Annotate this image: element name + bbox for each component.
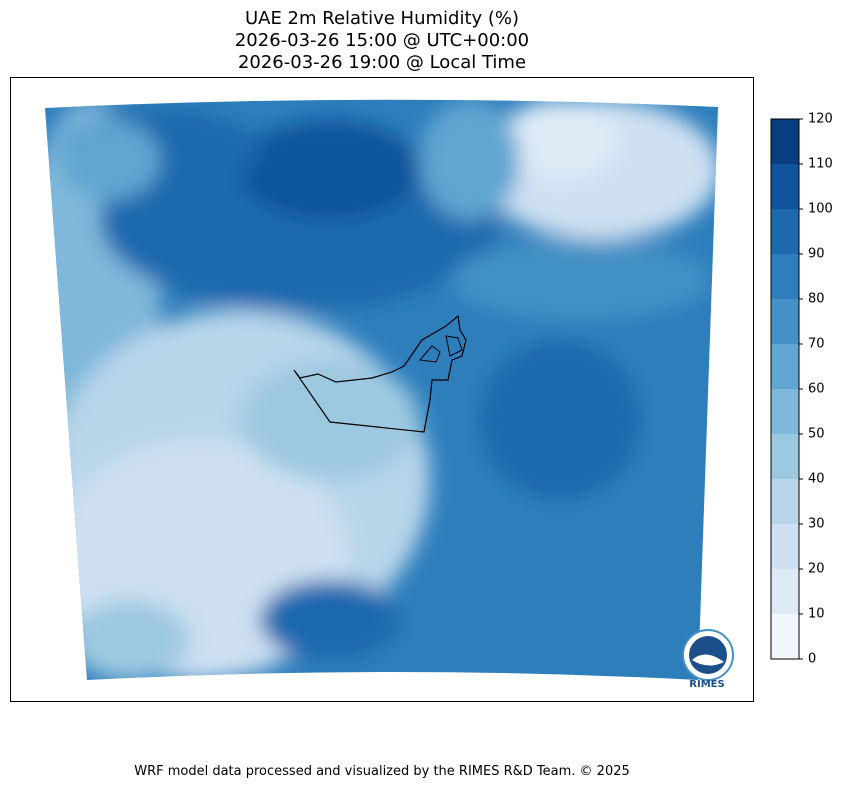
colorbar-band	[771, 524, 799, 569]
logo-text: RIMES	[689, 679, 724, 690]
title-line: 2026-03-26 15:00 @ UTC+00:00	[235, 30, 529, 51]
colorbar-tick-label: 20	[808, 562, 825, 577]
colorbar-band	[771, 299, 799, 344]
colorbar-band	[771, 569, 799, 614]
country-border	[293, 314, 467, 433]
logo: RIMES	[682, 629, 734, 690]
colorbar-tick-label: 50	[808, 427, 825, 442]
colorbar-tick-label: 10	[808, 607, 825, 622]
colorbar-tick-label: 70	[808, 337, 825, 352]
colorbar-tick-label: 120	[808, 112, 833, 127]
humidity-field	[45, 99, 718, 680]
colorbar: 0 10 20 30 40 50 60 70 80 90 100 110 120	[770, 112, 833, 667]
coastline	[419, 335, 463, 363]
colorbar-band	[771, 344, 799, 389]
colorbar-tick-label: 90	[808, 247, 825, 262]
colorbar-band	[771, 119, 799, 164]
colorbar-band	[771, 389, 799, 434]
colorbar-tick-label: 100	[808, 202, 833, 217]
colorbar-band	[771, 434, 799, 479]
colorbar-tick-label: 60	[808, 382, 825, 397]
colorbar-band	[771, 479, 799, 524]
colorbar-band	[771, 254, 799, 299]
colorbar-band	[771, 614, 799, 659]
colorbar-tick-label: 80	[808, 292, 825, 307]
colorbar-tick-label: 0	[808, 652, 816, 667]
title-line: UAE 2m Relative Humidity (%)	[245, 8, 519, 29]
colorbar-band	[771, 209, 799, 254]
colorbar-tick-label: 30	[808, 517, 825, 532]
footer: WRF model data processed and visualized …	[134, 764, 630, 779]
title-line: 2026-03-26 19:00 @ Local Time	[238, 52, 526, 73]
colorbar-tick-label: 110	[808, 157, 833, 172]
colorbar-tick-label: 40	[808, 472, 825, 487]
colorbar-band	[771, 164, 799, 209]
map-frame	[10, 77, 754, 702]
